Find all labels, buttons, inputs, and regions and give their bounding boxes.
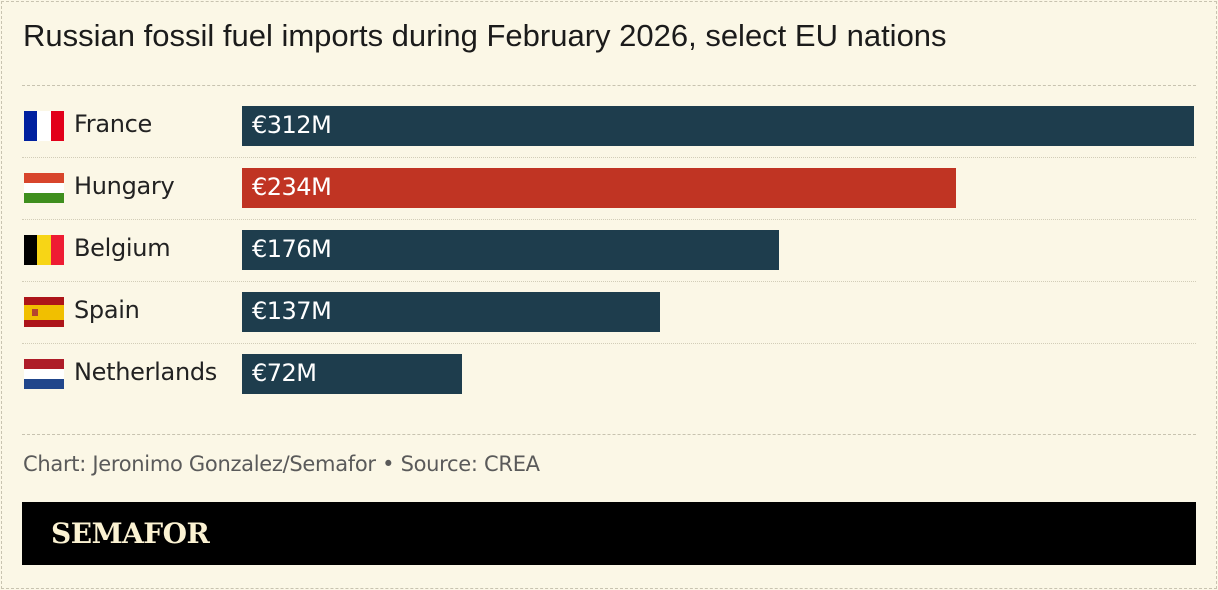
- row-separator: [22, 219, 1196, 220]
- footer-divider: [22, 434, 1196, 435]
- category-label: Spain: [74, 296, 140, 324]
- belgium-flag-icon: [24, 235, 64, 265]
- bar-row: Netherlands €72M: [0, 354, 1218, 394]
- row-separator: [22, 281, 1196, 282]
- bar-row: Spain €137M: [0, 292, 1218, 332]
- bar-row: France €312M: [0, 106, 1218, 146]
- bar: €176M: [242, 230, 780, 270]
- spain-flag-icon: [24, 297, 64, 327]
- data-label: €72M: [252, 359, 317, 387]
- data-label: €176M: [252, 235, 332, 263]
- bar: €234M: [242, 168, 956, 208]
- bar: €312M: [242, 106, 1194, 146]
- data-label: €234M: [252, 173, 332, 201]
- data-label: €137M: [252, 297, 332, 325]
- hungary-flag-icon: [24, 173, 64, 203]
- brand-banner: SEMAFOR: [22, 502, 1196, 565]
- row-separator: [22, 343, 1196, 344]
- data-label: €312M: [252, 111, 332, 139]
- bar: €137M: [242, 292, 661, 332]
- category-label: Hungary: [74, 172, 175, 200]
- category-label: Netherlands: [74, 358, 217, 386]
- netherlands-flag-icon: [24, 359, 64, 389]
- row-separator: [22, 157, 1196, 158]
- chart-credit: Chart: Jeronimo Gonzalez/Semafor • Sourc…: [23, 452, 540, 476]
- category-label: France: [74, 110, 153, 138]
- category-label: Belgium: [74, 234, 171, 262]
- france-flag-icon: [24, 111, 64, 141]
- chart-title: Russian fossil fuel imports during Febru…: [23, 18, 947, 53]
- bar: €72M: [242, 354, 462, 394]
- bar-row: Hungary €234M: [0, 168, 1218, 208]
- semafor-logo: SEMAFOR: [51, 517, 210, 550]
- bar-row: Belgium €176M: [0, 230, 1218, 270]
- title-divider: [22, 85, 1196, 86]
